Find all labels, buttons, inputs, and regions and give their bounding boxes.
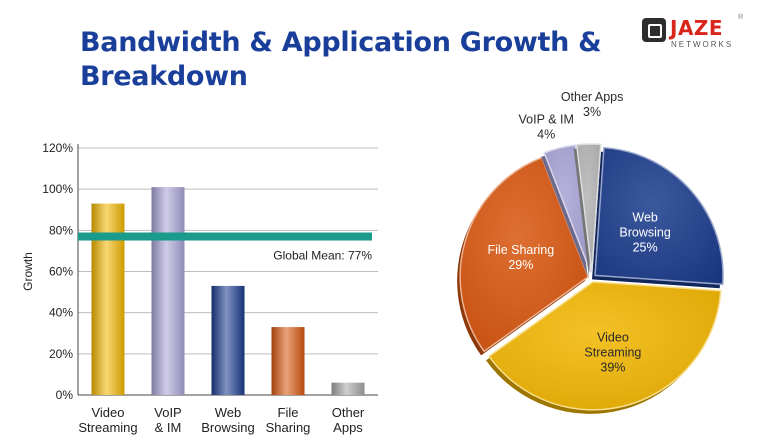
- y-tick-label: 60%: [49, 265, 73, 279]
- jaze-logo: JAZE ® NETWORKS: [640, 14, 750, 54]
- pie-pct-label: 4%: [537, 127, 555, 141]
- pie-pct-label: 39%: [600, 360, 625, 374]
- pie-pct-label: 29%: [508, 258, 533, 272]
- x-tick-label: Browsing: [201, 420, 254, 435]
- title-line-1: Bandwidth & Application Growth &: [80, 27, 602, 58]
- y-tick-label: 80%: [49, 223, 73, 237]
- x-tick-label: Web: [215, 405, 242, 420]
- bar-video-streaming: [91, 203, 125, 395]
- pie-slice-label: Browsing: [619, 225, 670, 239]
- y-tick-label: 20%: [49, 347, 73, 361]
- bar-voip-im: [151, 187, 185, 395]
- pie-slice-video-streaming: [487, 281, 722, 411]
- title-line-2: Breakdown: [80, 61, 248, 92]
- x-tick-label: Video: [91, 405, 124, 420]
- y-tick-label: 100%: [42, 182, 73, 196]
- x-tick-label: Sharing: [266, 420, 311, 435]
- pie-slice-web-browsing: [594, 146, 724, 286]
- logo-subtitle: NETWORKS: [671, 40, 734, 49]
- pie-slice-other-apps: [575, 143, 602, 273]
- pie-pct-label: 25%: [633, 240, 658, 254]
- pie-slice-label: Other Apps: [561, 90, 624, 104]
- x-tick-label: Other: [332, 405, 365, 420]
- x-tick-label: & IM: [155, 420, 182, 435]
- y-tick-label: 120%: [42, 141, 73, 155]
- pie-pct-label: 3%: [583, 105, 601, 119]
- global-mean-label: Global Mean: 77%: [273, 249, 372, 263]
- logo-speech-icon: [642, 18, 666, 42]
- pie-slice-file-sharing: [459, 156, 590, 353]
- page-title: Bandwidth & Application Growth & Breakdo…: [80, 26, 640, 94]
- y-tick-label: 40%: [49, 306, 73, 320]
- pie-slice-label: VoIP & IM: [519, 112, 574, 126]
- pie-slice-label: Streaming: [584, 345, 641, 359]
- pie-slice-label: File Sharing: [488, 243, 555, 257]
- global-mean-line: [78, 232, 372, 241]
- bar-file-sharing: [271, 327, 305, 395]
- x-tick-label: File: [278, 405, 299, 420]
- x-tick-label: Apps: [333, 420, 363, 435]
- x-tick-label: Streaming: [78, 420, 137, 435]
- bar-other-apps: [331, 382, 365, 395]
- logo-registered: ®: [738, 14, 744, 21]
- y-axis-label: Growth: [21, 252, 35, 291]
- bar-web-browsing: [211, 285, 245, 395]
- pie-slice-label: Web: [632, 210, 658, 224]
- y-tick-label: 0%: [56, 388, 74, 402]
- logo-brand: JAZE: [670, 16, 724, 40]
- x-tick-label: VoIP: [154, 405, 181, 420]
- pie-slice-label: Video: [597, 330, 629, 344]
